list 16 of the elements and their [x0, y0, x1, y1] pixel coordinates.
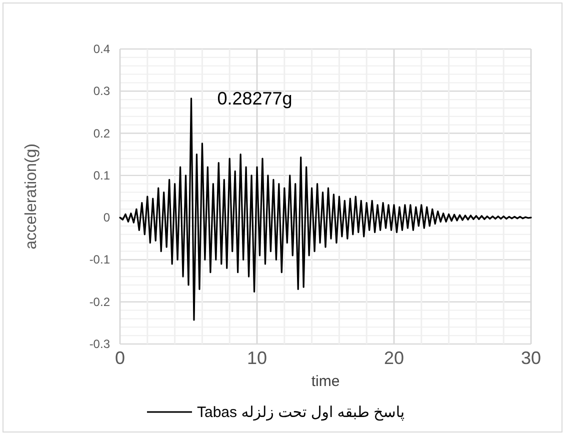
- y-tick-label: 0.2: [93, 126, 110, 140]
- x-tick-label: 10: [246, 348, 268, 368]
- annotation: 0.28277g: [217, 88, 292, 108]
- y-tick-label: -0.2: [89, 294, 110, 309]
- x-tick-label: 0: [114, 348, 126, 368]
- y-tick-label: 0.4: [93, 42, 110, 56]
- y-tick-label: -0.3: [89, 337, 110, 351]
- x-tick-label: 20: [384, 348, 404, 368]
- y-tick-label: 0.3: [93, 84, 110, 98]
- x-axis-title: time: [311, 373, 340, 390]
- y-tick-label: -0.1: [89, 252, 110, 267]
- y-tick-label: 0.1: [93, 168, 110, 182]
- y-tick-label: 0: [103, 210, 110, 225]
- x-tick-label: 30: [520, 348, 542, 368]
- y-axis-title: acceleration(g): [23, 144, 40, 250]
- legend-label: پاسخ طبقه اول تحت زلزله Tabas: [197, 404, 405, 421]
